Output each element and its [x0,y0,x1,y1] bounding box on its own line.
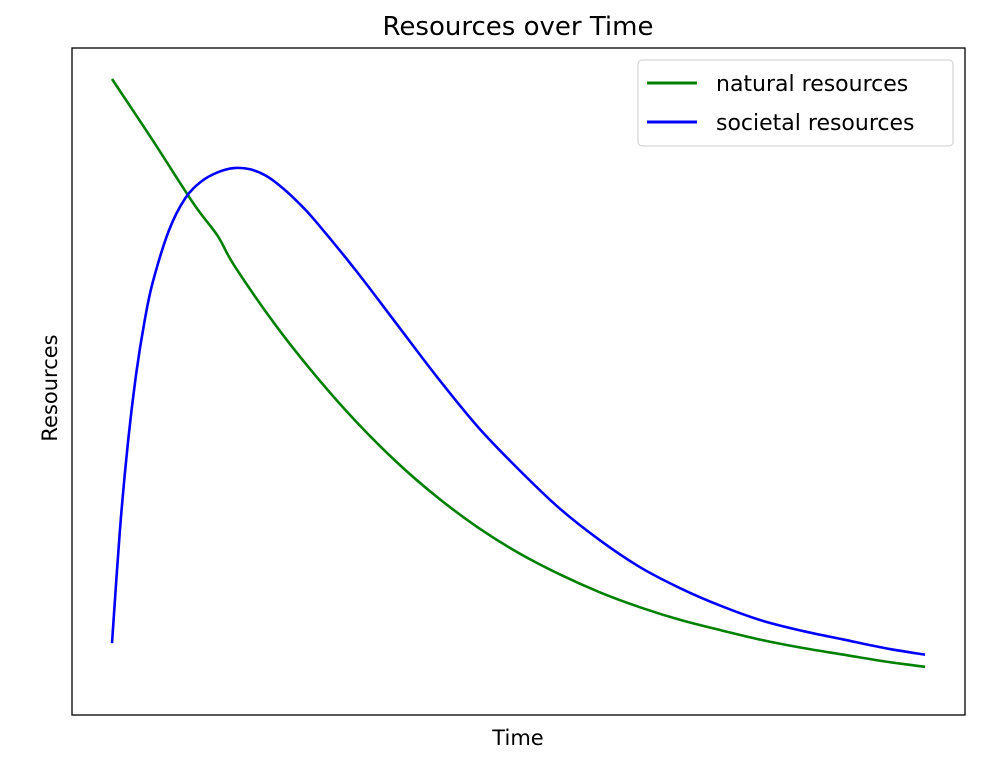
y-axis-label: Resources [38,334,62,441]
series-layer [110,78,926,669]
chart-title: Resources over Time [383,12,654,42]
plot-area [71,47,966,716]
legend: natural resources societal resources [637,59,954,147]
x-axis-label: Time [491,726,543,750]
legend-box [637,59,954,147]
legend-label-natural-resources: natural resources [716,72,908,97]
series-line-societal-resources [110,166,926,656]
series-line-natural-resources [110,78,926,669]
legend-label-societal-resources: societal resources [716,111,915,136]
